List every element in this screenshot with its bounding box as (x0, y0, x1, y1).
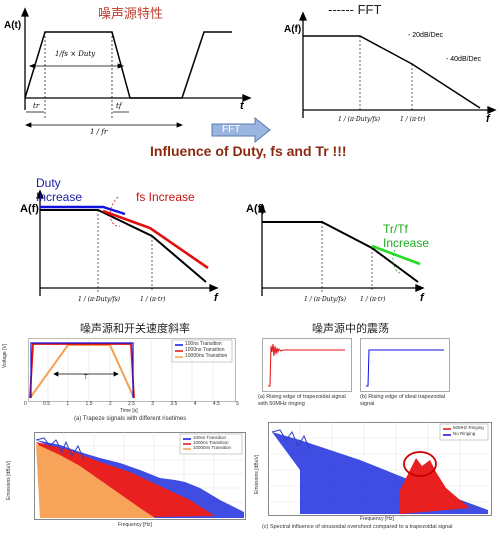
duty-increase-1: Duty (36, 176, 61, 190)
mid-right-xlabel: f (420, 292, 424, 304)
corner2-label: 1 / (π·tr) (400, 116, 426, 123)
xtick: 1 (66, 401, 70, 407)
trapeze-t-label: T (84, 375, 88, 381)
mid-left-xlabel: f (214, 292, 218, 304)
mid-right-green (371, 244, 421, 266)
freq-axes (299, 11, 497, 118)
time-ylabel: A(t) (4, 20, 22, 31)
xtick: 2.5 (127, 401, 135, 407)
freq-corner-lines (359, 36, 413, 112)
period-arrow (24, 122, 184, 128)
mid-right-corner2: 1 / (π·tr) (360, 296, 386, 303)
lower-left-title: 噪声源和开关速度斜率 (80, 322, 190, 335)
ringing-b-signal (366, 349, 444, 387)
spectrum-right-legend-2: No Ringing (453, 431, 476, 436)
trapeze-xticks: 0 0.5 1 1.5 2 2.5 3 3.5 4 4.5 5 (24, 401, 239, 407)
ringing-caption-a: (a) Rising edge of trapezoidal signal wi… (258, 394, 346, 407)
fs-arrow (109, 196, 121, 227)
mid-left-axes (36, 189, 219, 296)
spectrum-left-legend-2: 1000ns Transition (193, 440, 229, 445)
freq-envelope (303, 35, 481, 109)
mid-left-corner1: 1 / (π·Duty/fs) (78, 296, 120, 303)
trtf-arrow (392, 249, 403, 275)
ringing-caption-b: (b) Rising edge of ideal trapezoidal sig… (360, 394, 445, 407)
xtick: 1.5 (85, 401, 93, 407)
mid-right-black (262, 221, 419, 283)
xtick: 0 (24, 401, 27, 407)
spectrum-right-ylabel: Emissions [dBuV] (254, 454, 260, 494)
spectrum-right-red-peak (400, 458, 470, 514)
trapeze-xlabel: Time [s] (120, 408, 138, 414)
trapeze-caption: (a) Trapeze signals with different riset… (74, 416, 187, 422)
xtick: 3.5 (170, 401, 178, 407)
spectrum-left-lowfreq (35, 437, 85, 461)
trapeze-t-arrow (53, 371, 119, 377)
xtick: 2 (108, 401, 112, 407)
xtick: 0.5 (43, 401, 51, 407)
mid-right-corner1: 1 / (π·Duty/fs) (304, 296, 346, 303)
mid-left-blue (40, 205, 126, 216)
mid-right-ylabel: A(f) (246, 203, 265, 215)
trapeze-legend-2: 1000ns Transition (185, 347, 225, 353)
spectrum-right-xlabel: Frequency [Hz] (360, 516, 394, 522)
trapeze-blue (30, 342, 134, 398)
spectrum-left-red (36, 442, 215, 518)
trtf-increase-2: Increase (383, 236, 430, 250)
mid-left-black (40, 209, 207, 283)
period-label: 1 / fr (90, 128, 108, 136)
spectrum-right-legend (439, 423, 489, 441)
mid-left-corners (97, 210, 153, 292)
xtick: 4 (193, 401, 197, 407)
corner1-label: 1 / (π·Duty/fs) (338, 116, 380, 123)
fs-increase: fs Increase (136, 190, 195, 204)
spectrum-left-xlabel: Frequency [Hz] (118, 522, 152, 528)
tf-label: tf (116, 102, 122, 110)
duty-arrow (28, 63, 125, 69)
xtick: 4.5 (212, 401, 220, 407)
trapeze-legend (171, 339, 233, 363)
tr-label: tr (33, 102, 40, 110)
trapeze-orange (29, 344, 135, 399)
ringing-plot-a (262, 338, 352, 392)
trapeze-legend-3: 10000ns Transition (185, 353, 228, 359)
spectrum-left-legend-3: 10000ns Transition (193, 445, 232, 450)
mid-right-axes (258, 203, 425, 296)
xtick: 3 (151, 401, 155, 407)
spectrum-left-orange (36, 444, 155, 518)
time-domain-title: 噪声源特性 (98, 7, 164, 22)
spectrum-right-legend-1: 50MHz Ringing (453, 425, 484, 430)
mid-left-corner2: 1 / (π·tr) (140, 296, 166, 303)
fft-arrow (211, 116, 271, 144)
freq-xlabel: f (486, 113, 490, 125)
fft-arrow-label: FFT (222, 124, 241, 135)
spectrum-left-legend (179, 433, 243, 455)
spectrum-left-legend-1: 100ns Transition (193, 435, 227, 440)
trapeze-legend-1: 100ns Transition (185, 341, 222, 347)
mid-left-ylabel: A(f) (20, 203, 39, 215)
fft-title: ------ FFT (328, 2, 382, 17)
ringing-a-signal (268, 343, 345, 387)
spectrum-right-lowfreq (271, 429, 311, 451)
duty-formula: 1/fs × Duty (55, 50, 96, 58)
trtf-increase-1: Tr/Tf (383, 222, 408, 236)
ringing-plot-b (360, 338, 450, 392)
slope-20db: - 20dB/Dec (408, 32, 444, 39)
ringing-highlight (403, 451, 437, 477)
mid-right-corners (321, 222, 373, 292)
freq-ylabel: A(f) (284, 24, 302, 35)
spectrum-right-caption: (c) Spectral influence of sinusoidal ove… (262, 524, 453, 530)
xtick: 5 (236, 401, 239, 407)
mid-left-red (102, 209, 209, 270)
slope-40db: - 40dB/Dec (446, 56, 482, 63)
lower-right-title: 噪声源中的震荡 (312, 322, 389, 335)
time-xlabel: t (240, 100, 244, 112)
duty-increase-2: Increase (36, 190, 83, 204)
headline: Influence of Duty, fs and Tr !!! (150, 143, 347, 159)
